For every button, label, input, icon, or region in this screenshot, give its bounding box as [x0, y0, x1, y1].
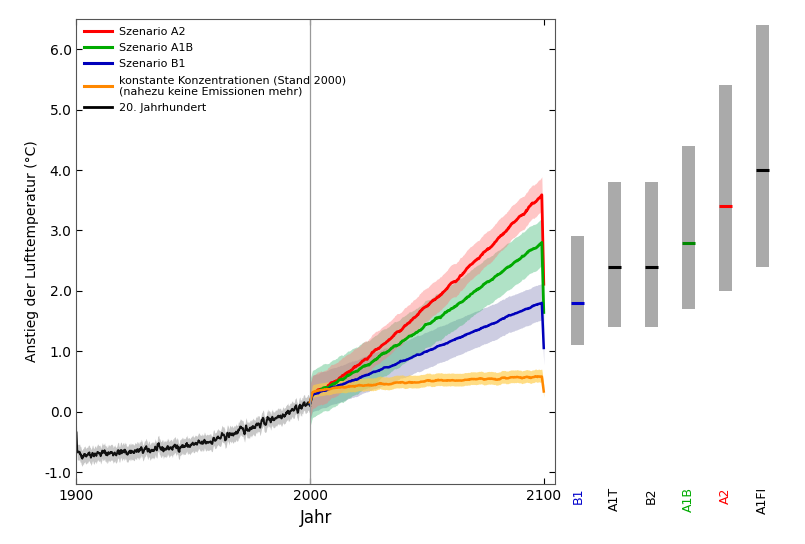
Y-axis label: Anstieg der Lufttemperatur (°C): Anstieg der Lufttemperatur (°C): [25, 141, 39, 362]
X-axis label: Jahr: Jahr: [299, 509, 332, 527]
Bar: [756, 25, 769, 267]
Bar: [719, 85, 732, 291]
Bar: [646, 182, 658, 327]
Text: A1B: A1B: [682, 487, 695, 512]
Text: B1: B1: [572, 487, 584, 504]
Text: A1T: A1T: [609, 487, 621, 511]
Bar: [609, 182, 621, 327]
Bar: [572, 237, 584, 345]
Text: A2: A2: [719, 487, 732, 504]
Legend: Szenario A2, Szenario A1B, Szenario B1, konstante Konzentrationen (Stand 2000)
(: Szenario A2, Szenario A1B, Szenario B1, …: [82, 24, 348, 115]
Text: A1FI: A1FI: [756, 487, 769, 514]
Bar: [682, 146, 695, 309]
Text: B2: B2: [646, 487, 658, 504]
